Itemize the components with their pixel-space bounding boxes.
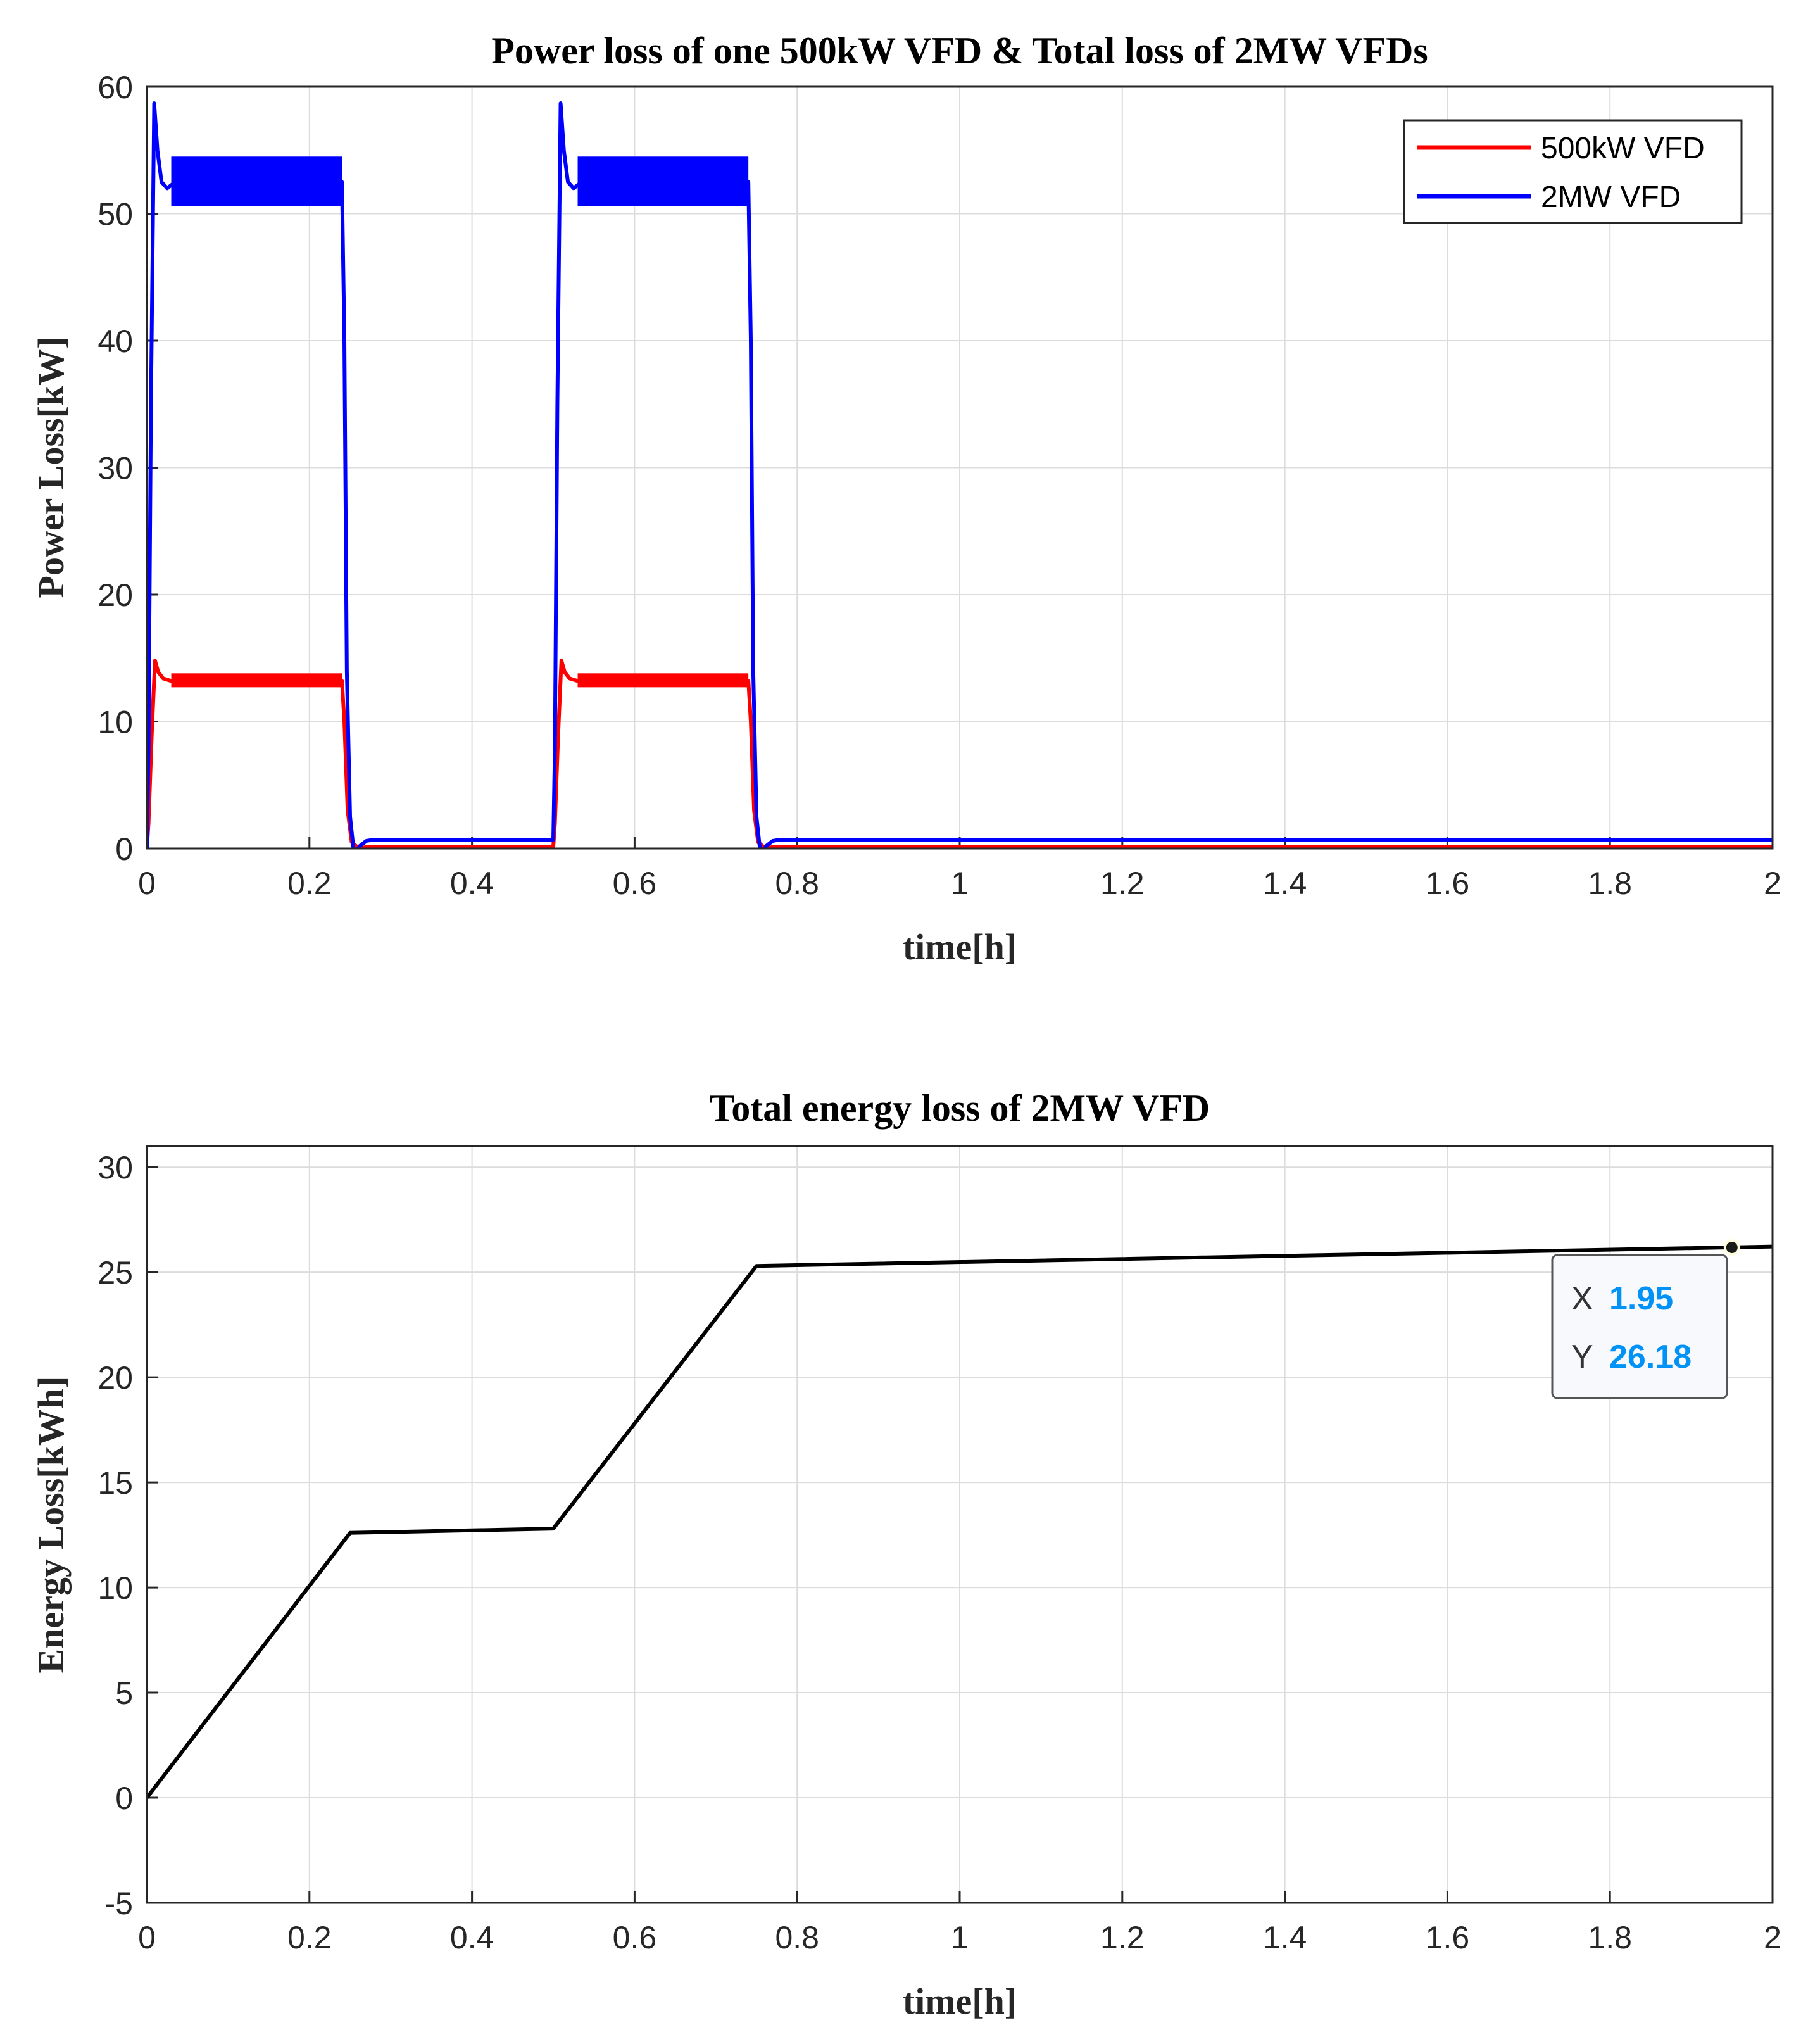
- y-tick-labels: -5 0 5 10 15 20 25 30: [97, 1150, 133, 1921]
- y-tick-label: 40: [97, 324, 133, 359]
- x-tick-labels: 0 0.2 0.4 0.6 0.8 1 1.2 1.4 1.6 1.8 2: [138, 866, 1781, 901]
- datatip-marker[interactable]: [1723, 1239, 1740, 1256]
- series-line: [147, 1244, 1773, 1799]
- chart-title: Total energy loss of 2MW VFD: [710, 1087, 1210, 1129]
- y-tick-label: 0: [115, 1781, 133, 1816]
- x-tick-label: 1.4: [1263, 1920, 1307, 1955]
- y-tick-label: 30: [97, 451, 133, 486]
- series-layer: [147, 1244, 1773, 1799]
- series-layer: [147, 101, 1773, 849]
- x-axis-label: time[h]: [903, 1981, 1017, 2022]
- datatip-x-key: X: [1571, 1280, 1593, 1317]
- x-tick-label: 0.2: [287, 866, 332, 901]
- legend-label-500kw: 500kW VFD: [1541, 132, 1705, 165]
- y-tick-label: 10: [97, 1570, 133, 1606]
- axes-box: [146, 85, 1774, 850]
- y-tick-label: 60: [97, 70, 133, 105]
- x-tick-label: 0: [138, 866, 156, 901]
- y-tick-label: 10: [97, 705, 133, 740]
- x-tick-label: 1.6: [1426, 1920, 1470, 1955]
- x-tick-label: 0.8: [775, 1920, 819, 1955]
- y-tick-label: 20: [97, 577, 133, 613]
- legend-box: [1403, 119, 1743, 224]
- y-tick-label: 20: [97, 1360, 133, 1396]
- x-tick-label: 1.2: [1100, 866, 1145, 901]
- x-axis-label: time[h]: [903, 926, 1017, 968]
- energy-loss-chart: 0 0.2 0.4 0.6 0.8 1 1.2 1.4 1.6 1.8 2 -50510152025…: [30, 1087, 1781, 2022]
- axes-box: [146, 1145, 1774, 1904]
- x-tick-label: 0.6: [613, 1920, 657, 1955]
- x-tick-label: 0: [138, 1920, 156, 1955]
- x-tick-label: 1.8: [1588, 866, 1632, 901]
- y-tick-label: 0: [115, 831, 133, 867]
- chart-title: Power loss of one 500kW VFD & Total loss…: [491, 30, 1428, 72]
- x-tick-label: 0.4: [450, 866, 494, 901]
- x-tick-label: 0.4: [450, 1920, 494, 1955]
- x-tick-label: 1.4: [1263, 866, 1307, 901]
- series-line: [147, 101, 1773, 849]
- x-tick-label: 1: [951, 866, 969, 901]
- y-axis-label: Power Loss[kW]: [30, 337, 72, 598]
- y-tick-label: -5: [105, 1886, 133, 1921]
- datatip-y-value: 26.18: [1609, 1339, 1692, 1375]
- series-2mw-vfd: [147, 101, 1773, 849]
- x-tick-label: 2: [1764, 866, 1781, 901]
- legend[interactable]: 500kW VFD 2MW VFD: [1403, 119, 1743, 224]
- x-tick-label: 1.2: [1100, 1920, 1145, 1955]
- legend-label-2mw: 2MW VFD: [1541, 180, 1681, 214]
- y-tick-label: 25: [97, 1255, 133, 1290]
- x-tick-label: 0.6: [613, 866, 657, 901]
- y-tick-label: 50: [97, 197, 133, 232]
- y-tick-label: 30: [97, 1150, 133, 1185]
- datatip-x-value: 1.95: [1609, 1280, 1673, 1317]
- x-tick-label: 0.8: [775, 866, 819, 901]
- x-tick-label: 1.8: [1588, 1920, 1632, 1955]
- y-axis-label: Energy Loss[kWh]: [30, 1377, 72, 1674]
- x-tick-label: 2: [1764, 1920, 1781, 1955]
- power-loss-chart: 0 0.2 0.4 0.6 0.8 1 1.2 1.4 1.6 1.8 2 0 10 20 30 40 50 6…: [30, 30, 1781, 968]
- x-tick-label: 0.2: [287, 1920, 332, 1955]
- datatip-y-key: Y: [1571, 1339, 1593, 1375]
- datatip-box: [1551, 1254, 1728, 1399]
- y-tick-labels: 0 10 20 30 40 50 60: [97, 70, 133, 867]
- x-tick-label: 1: [951, 1920, 969, 1955]
- y-tick-label: 15: [97, 1465, 133, 1501]
- x-tick-labels: 0 0.2 0.4 0.6 0.8 1 1.2 1.4 1.6 1.8 2: [138, 1920, 1781, 1955]
- x-tick-label: 1.6: [1426, 866, 1470, 901]
- y-tick-label: 5: [115, 1675, 133, 1711]
- series-energy-loss: [147, 1244, 1773, 1799]
- datatip[interactable]: X 1.95 Y 26.18: [1551, 1239, 1740, 1399]
